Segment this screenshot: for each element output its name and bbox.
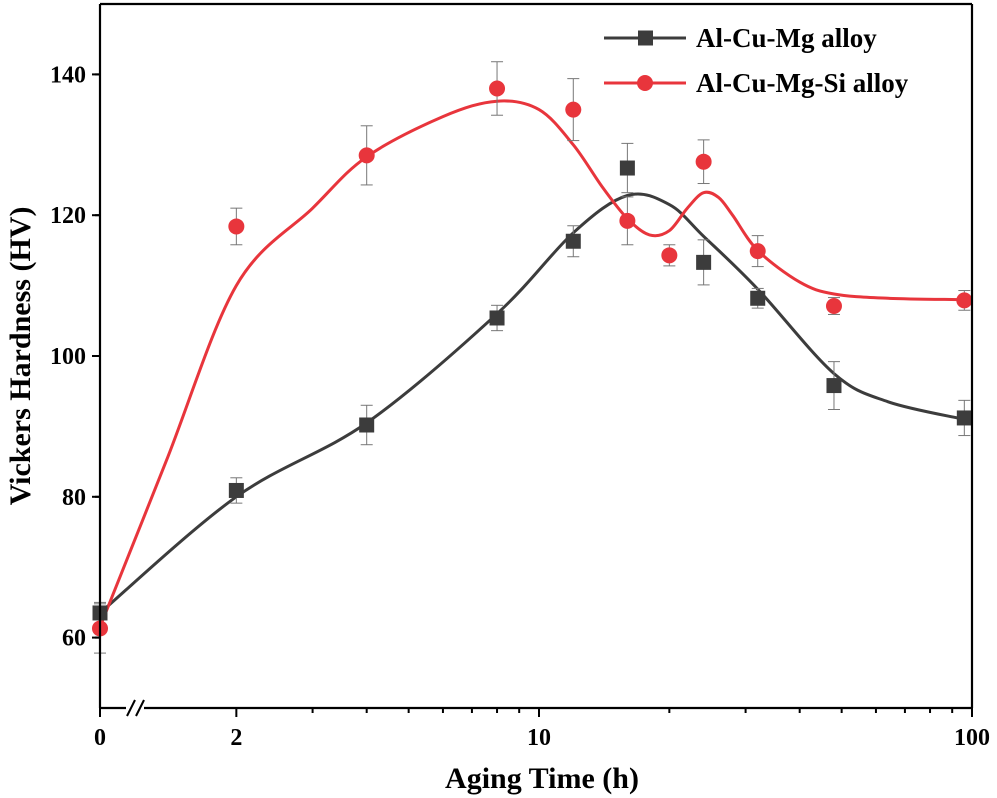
x-tick-label: 10 (527, 725, 551, 751)
y-tick-label: 60 (62, 626, 86, 652)
data-point-al-cu-mg-si (565, 101, 582, 118)
fit-curves (98, 99, 965, 628)
data-point-al-cu-mg (359, 417, 375, 433)
data-point-al-cu-mg-si (619, 212, 636, 229)
error-bars (94, 61, 971, 654)
data-point-al-cu-mg (750, 290, 766, 306)
data-point-al-cu-mg (489, 310, 505, 326)
legend-label: Al-Cu-Mg-Si alloy (696, 68, 909, 98)
fit-curve-al-cu-mg (99, 192, 965, 615)
x-tick-label: 100 (954, 725, 990, 751)
y-tick-label: 120 (50, 203, 86, 229)
data-point-al-cu-mg-si (825, 298, 842, 315)
fit-curve-al-cu-mg-si (98, 99, 965, 628)
data-point-al-cu-mg-si (661, 247, 678, 264)
data-point-al-cu-mg-si (956, 292, 973, 309)
data-point-al-cu-mg-si (228, 218, 245, 235)
data-point-al-cu-mg-si (358, 147, 375, 164)
data-point-al-cu-mg-si (489, 80, 506, 97)
axes: 60 80 100 120 140 0 2 10 100 Aging Time (h) Vicker… (4, 2, 990, 795)
legend-marker (637, 75, 653, 91)
data-point-al-cu-mg-si (749, 243, 766, 260)
legend-marker (638, 30, 653, 46)
y-tick-label: 140 (50, 62, 86, 88)
data-points (92, 80, 973, 637)
data-point-al-cu-mg (228, 482, 244, 498)
data-point-al-cu-mg (696, 254, 712, 270)
x-tick-label: 2 (230, 725, 242, 751)
y-tick-label: 80 (62, 485, 86, 511)
data-point-al-cu-mg (826, 378, 842, 394)
y-axis-title: Vickers Hardness (HV) (4, 207, 37, 506)
data-point-al-cu-mg (619, 160, 635, 176)
legend: Al-Cu-Mg alloy Al-Cu-Mg-Si alloy (604, 23, 909, 98)
legend-label: Al-Cu-Mg alloy (696, 23, 877, 53)
data-point-al-cu-mg (565, 233, 581, 249)
axis-break-mark (135, 699, 145, 717)
x-axis-title: Aging Time (h) (445, 762, 639, 795)
data-point-al-cu-mg-si (695, 153, 712, 170)
legend-item-al-cu-mg: Al-Cu-Mg alloy (604, 23, 877, 53)
legend-item-al-cu-mg-si: Al-Cu-Mg-Si alloy (604, 68, 909, 98)
y-tick-label: 100 (50, 344, 86, 370)
axis-break-mark (126, 699, 136, 717)
x-tick-label: 0 (94, 725, 106, 751)
data-point-al-cu-mg (956, 410, 972, 426)
